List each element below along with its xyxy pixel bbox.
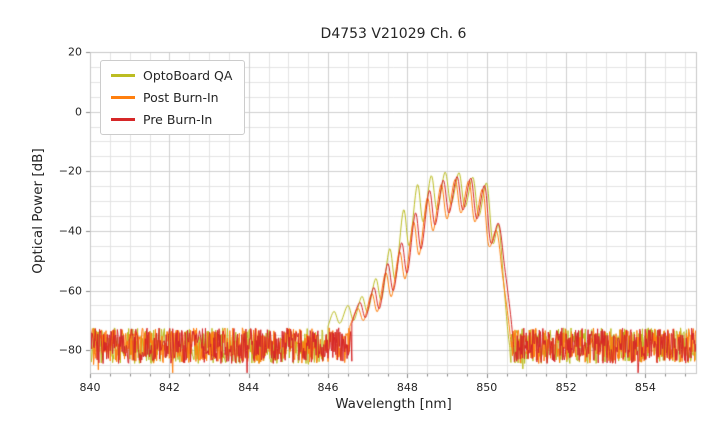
- y-tick-label: 20: [68, 45, 82, 59]
- y-tick-label: −20: [58, 164, 82, 178]
- x-axis-label: Wavelength [nm]: [335, 396, 452, 412]
- legend-label: Post Burn-In: [143, 90, 219, 105]
- legend-label: OptoBoard QA: [143, 68, 233, 83]
- x-tick-label: 844: [238, 381, 260, 394]
- legend-line-swatch: [111, 74, 135, 77]
- y-axis-label: Optical Power [dB]: [30, 148, 46, 274]
- legend-item-post-burn-in: Post Burn-In: [111, 90, 232, 105]
- y-tick-label: −80: [58, 343, 82, 357]
- y-tick-label: −40: [58, 224, 82, 238]
- legend-label: Pre Burn-In: [143, 112, 213, 127]
- legend-line-swatch: [111, 118, 135, 121]
- x-tick-label: 854: [634, 381, 656, 394]
- legend-item-pre-burn-in: Pre Burn-In: [111, 112, 232, 127]
- y-tick-label: −60: [58, 284, 82, 298]
- y-tick-label: 0: [75, 105, 82, 119]
- x-tick-label: 846: [317, 381, 339, 394]
- x-tick-label: 850: [476, 381, 498, 394]
- chart-title: D4753 V21029 Ch. 6: [320, 26, 467, 42]
- x-tick-label: 852: [555, 381, 577, 394]
- x-tick-label: 848: [396, 381, 418, 394]
- x-tick-label: 842: [158, 381, 180, 394]
- legend-item-optoboard-qa: OptoBoard QA: [111, 68, 232, 83]
- legend: OptoBoard QA Post Burn-In Pre Burn-In: [100, 60, 246, 135]
- legend-line-swatch: [111, 96, 135, 99]
- x-tick-label: 840: [79, 381, 101, 394]
